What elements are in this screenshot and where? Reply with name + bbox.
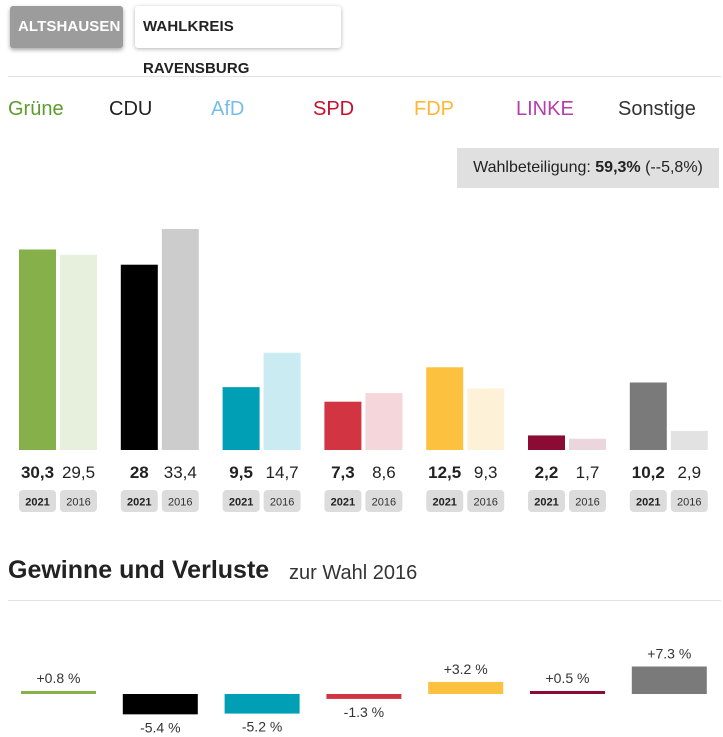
legend-sonstige: Sonstige [618,98,696,120]
bar-2021-sonstige [629,382,667,450]
badge-2016-gruene [60,490,97,512]
badge-2021-label: 2021 [534,497,558,509]
value-2016-fdp: 9,3 [474,463,498,482]
badge-2016-label: 2016 [372,497,396,509]
turnout-label: Wahlbeteiligung: [473,159,591,176]
badge-2016-label: 2016 [66,497,90,509]
value-2021-gruene: 30,3 [21,463,54,482]
legend-linke: LINKE [516,98,574,120]
badge-2016-cdu [161,490,199,512]
change-bar-cdu [122,694,198,715]
change-bar-fdp [428,681,504,694]
value-2021-fdp: 12,5 [428,463,461,482]
legend-fdp: FDP [414,98,454,120]
legend-spd: SPD [313,98,355,120]
badge-2016-label: 2016 [168,497,192,509]
change-bar-spd [326,694,402,699]
bar-2016-spd [365,393,403,450]
value-2021-cdu: 28 [130,463,149,482]
party-legend: Grüne CDU AfD SPD FDP LINKE Sonstige [0,98,723,126]
badge-2021-afd [222,490,260,512]
badge-2021-label: 2021 [229,497,253,509]
bar-2021-fdp [426,367,464,450]
badge-2021-label: 2021 [636,497,660,509]
bar-2021-linke [528,435,565,450]
bar-2016-sonstige [670,430,708,450]
badge-2021-label: 2021 [127,497,151,509]
legend-afd: AfD [211,98,245,120]
change-bar-linke [530,691,605,694]
badge-2016-label: 2016 [473,497,497,509]
change-bar-sonstige [631,666,707,694]
change-label-sonstige: +7.3 % [647,646,691,662]
bar-2016-fdp [467,388,505,450]
badge-2021-sonstige [629,490,667,512]
gains-subtitle: zur Wahl 2016 [289,562,418,584]
badge-2016-linke [569,490,606,512]
badge-2016-label: 2016 [575,497,599,509]
bar-2016-gruene [60,254,97,450]
change-label-fdp: +3.2 % [444,661,488,677]
section-divider [8,600,721,601]
value-2016-spd: 8,6 [372,463,396,482]
bar-2021-gruene [19,249,56,450]
badge-2021-label: 2021 [331,497,355,509]
bar-2021-cdu [120,264,158,450]
badge-2016-label: 2016 [270,497,294,509]
bar-2016-linke [569,438,606,450]
change-label-linke: +0.5 % [546,670,590,686]
value-2016-afd: 14,7 [266,463,299,482]
tab-altshausen[interactable]: ALTSHAUSEN [10,6,123,48]
badge-2021-linke [528,490,565,512]
badge-2021-fdp [426,490,464,512]
value-2016-linke: 1,7 [576,463,600,482]
badge-2021-label: 2021 [25,497,49,509]
change-label-cdu: -5.4 % [140,719,180,735]
tab-wahlkreis-ravensburg[interactable]: WAHLKREIS RAVENSBURG [135,6,341,77]
gains-title: Gewinne und Verluste [8,556,270,584]
turnout-change: (--5,8%) [645,159,703,176]
bar-2021-spd [324,401,362,450]
badge-2021-cdu [120,490,158,512]
bar-2016-cdu [161,228,199,450]
top-divider [8,76,721,77]
value-2016-cdu: 33,4 [164,463,197,482]
value-2016-sonstige: 2,9 [677,463,701,482]
badge-2016-fdp [467,490,505,512]
value-2016-gruene: 29,5 [62,463,95,482]
value-2021-spd: 7,3 [331,463,355,482]
badge-2016-spd [365,490,403,512]
badge-2021-gruene [19,490,56,512]
badge-2016-afd [263,490,301,512]
turnout-box: Wahlbeteiligung: 59,3% (--5,8%) [457,148,719,188]
badge-2021-spd [324,490,362,512]
change-label-spd: -1.3 % [344,704,384,720]
legend-cdu: CDU [109,98,153,120]
value-2021-sonstige: 10,2 [632,463,665,482]
legend-gruene: Grüne [8,98,64,120]
badge-2016-sonstige [670,490,708,512]
bar-2016-afd [263,352,301,450]
turnout-value: 59,3% [595,159,641,176]
value-2021-afd: 9,5 [229,463,253,482]
bar-2021-afd [222,387,260,450]
badge-2021-label: 2021 [432,497,456,509]
change-bar-gruene [21,690,96,694]
change-bar-afd [224,694,300,714]
change-label-gruene: +0.8 % [37,670,81,686]
change-label-afd: -5.2 % [242,719,282,735]
badge-2016-label: 2016 [677,497,701,509]
value-2021-linke: 2,2 [535,463,559,482]
